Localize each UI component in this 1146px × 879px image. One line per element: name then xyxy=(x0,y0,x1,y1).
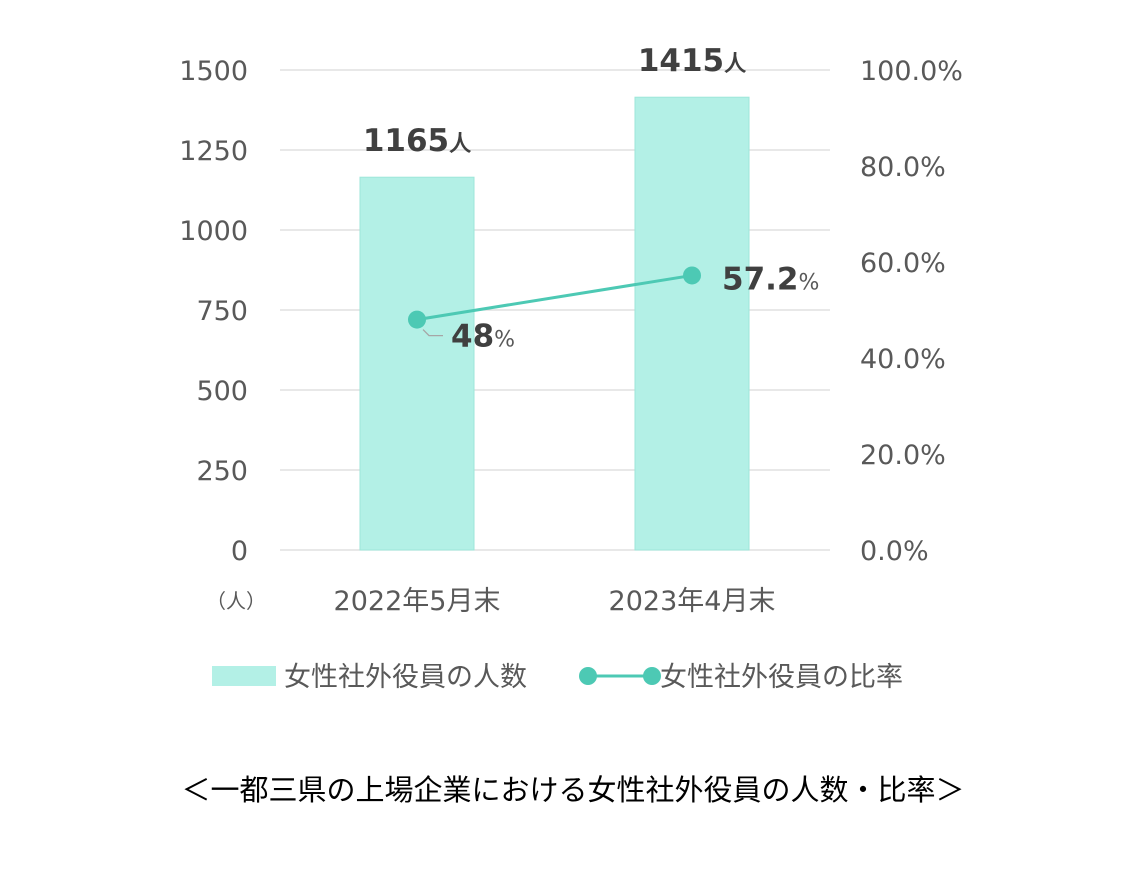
legend: 女性社外役員の人数 女性社外役員の比率 xyxy=(212,662,903,693)
y-axis-right: 0.0% 20.0% 40.0% 60.0% 80.0% 100.0% xyxy=(860,56,963,567)
line-data-label-unit: % xyxy=(799,270,820,295)
bar-data-label-unit: 人 xyxy=(724,52,746,77)
bar-series xyxy=(359,96,750,551)
line-data-label-value: 48 xyxy=(451,319,494,355)
legend-line-label: 女性社外役員の比率 xyxy=(660,662,903,693)
line-data-label-value: 57.2 xyxy=(722,261,799,297)
y-left-tick-label: 0 xyxy=(231,536,248,567)
bar xyxy=(634,96,750,551)
chart-caption: ＜一都三県の上場企業における女性社外役員の人数・比率＞ xyxy=(181,773,964,807)
bar xyxy=(359,176,475,551)
x-category-label: 2022年5月末 xyxy=(334,586,501,617)
y-axis-left: 0 250 500 750 1000 1250 1500 （人） xyxy=(179,56,266,613)
legend-bar-swatch xyxy=(212,666,276,686)
bar-data-label-unit: 人 xyxy=(449,132,471,157)
y-left-tick-label: 500 xyxy=(196,376,248,407)
bar-data-label: 1165人 xyxy=(363,123,471,159)
line-point xyxy=(408,310,426,329)
legend-line-marker xyxy=(643,667,661,685)
y-right-tick-label: 0.0% xyxy=(860,536,929,567)
bar-data-label-value: 1165 xyxy=(363,123,449,159)
y-left-tick-label: 750 xyxy=(196,296,248,327)
legend-bar-label: 女性社外役員の人数 xyxy=(284,662,527,693)
line-data-label-unit: % xyxy=(494,328,515,353)
line-point xyxy=(683,266,701,285)
y-left-tick-label: 1000 xyxy=(179,216,248,247)
line-data-label: 48% xyxy=(451,319,515,355)
line-path xyxy=(416,273,693,322)
line-data-label: 57.2% xyxy=(722,261,819,297)
x-axis: 2022年5月末 2023年4月末 xyxy=(334,586,776,617)
legend-line-marker xyxy=(579,667,597,685)
y-right-tick-label: 80.0% xyxy=(860,152,946,183)
y-right-tick-label: 20.0% xyxy=(860,440,946,471)
y-left-tick-label: 1250 xyxy=(179,136,248,167)
y-left-unit-label: （人） xyxy=(206,589,266,613)
line-series xyxy=(408,266,701,337)
y-left-tick-label: 1500 xyxy=(179,56,248,87)
y-left-tick-label: 250 xyxy=(196,456,248,487)
label-leader-line xyxy=(422,329,443,337)
y-right-tick-label: 100.0% xyxy=(860,56,963,87)
bar-data-label-value: 1415 xyxy=(638,43,724,79)
x-category-label: 2023年4月末 xyxy=(609,586,776,617)
y-right-tick-label: 40.0% xyxy=(860,344,946,375)
y-right-tick-label: 60.0% xyxy=(860,248,946,279)
bar-data-label: 1415人 xyxy=(638,43,746,79)
